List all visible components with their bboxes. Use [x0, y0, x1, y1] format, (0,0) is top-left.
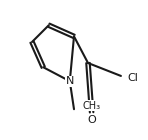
Text: O: O [88, 115, 97, 125]
Text: Cl: Cl [127, 73, 138, 83]
Text: N: N [66, 76, 74, 86]
Text: CH₃: CH₃ [82, 101, 100, 111]
